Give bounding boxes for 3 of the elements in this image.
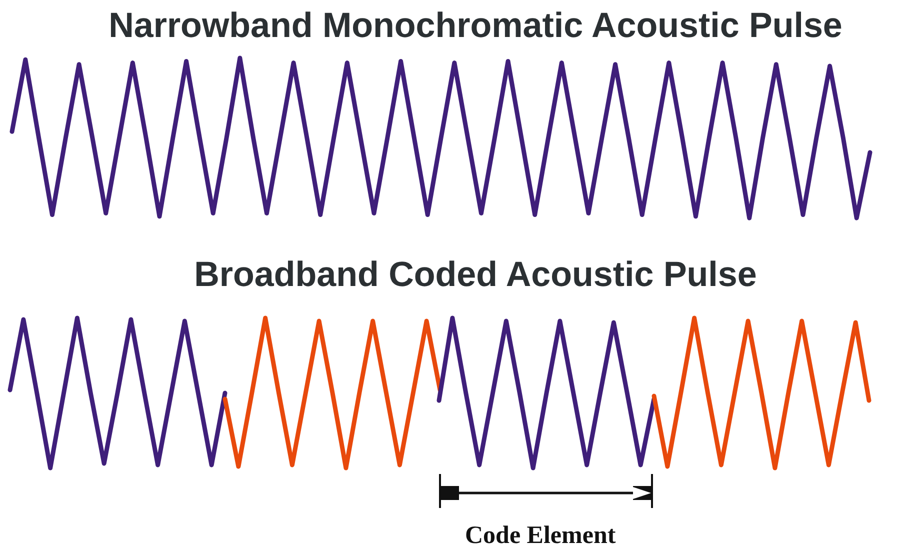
chart-title: Broadband Coded Acoustic Pulse (193, 255, 758, 295)
chart-title: Narrowband Monochromatic Acoustic Pulse (108, 6, 844, 46)
text: Code Element (465, 522, 616, 550)
